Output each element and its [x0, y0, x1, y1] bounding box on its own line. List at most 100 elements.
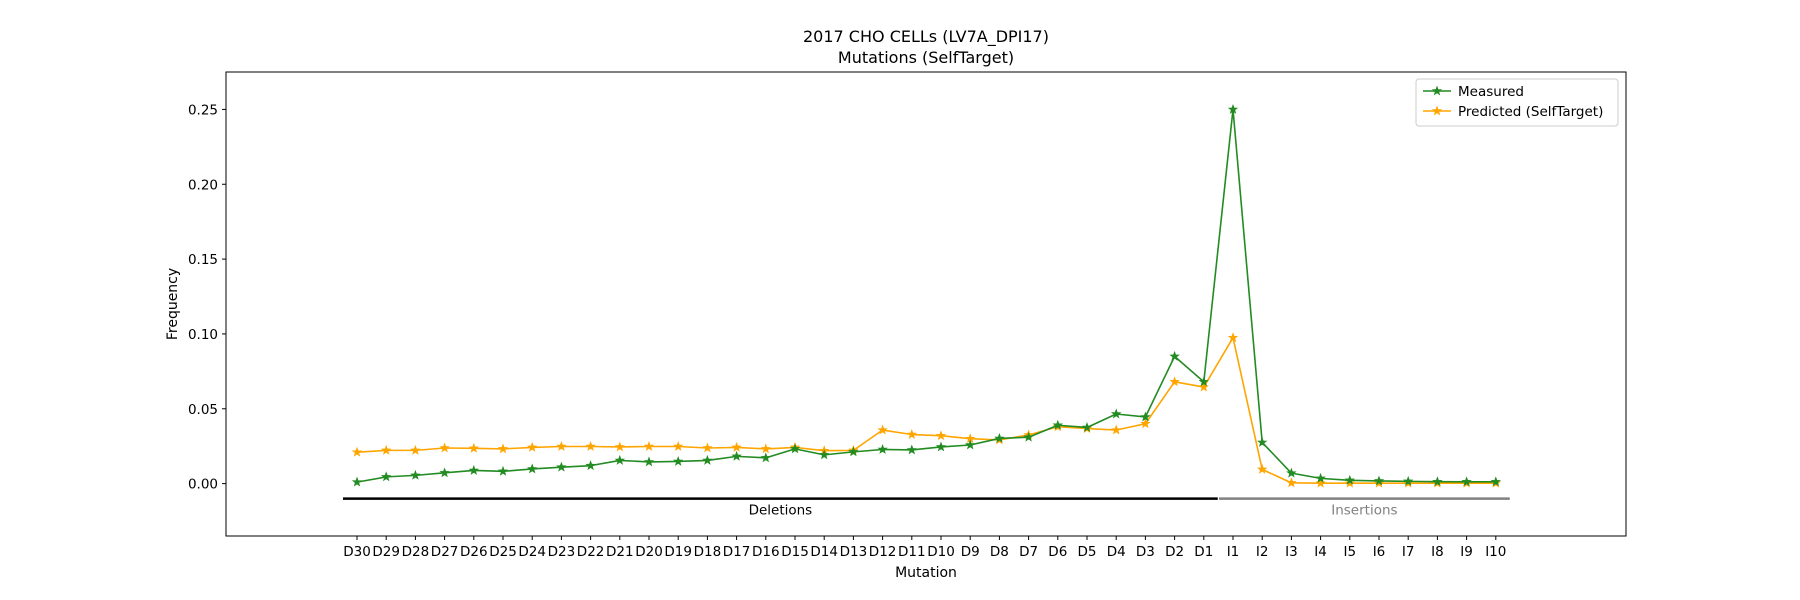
y-tick-label: 0.25 [188, 102, 218, 118]
mutation-groups: Deletions Insertions [343, 497, 1510, 519]
x-tick-label: D25 [489, 544, 517, 560]
data-point [1111, 424, 1122, 435]
x-tick-label: D7 [1019, 544, 1038, 560]
data-point [351, 446, 363, 457]
data-point [439, 467, 450, 478]
x-tick-label: D21 [606, 544, 634, 560]
x-tick-label: D2 [1165, 544, 1184, 560]
x-tick-label: D24 [518, 544, 546, 560]
data-point [1402, 475, 1414, 486]
x-tick-label: D5 [1078, 544, 1097, 560]
legend-marker [1431, 85, 1443, 96]
data-point [380, 444, 392, 455]
data-point [614, 441, 625, 452]
data-point [1081, 422, 1093, 432]
y-axis-label: Frequency [165, 268, 181, 340]
data-point [410, 444, 421, 455]
x-tick-label: D8 [990, 544, 1009, 560]
data-point [818, 449, 830, 460]
data-point [614, 454, 626, 465]
legend-marker [1431, 105, 1443, 116]
x-tick-label: D23 [548, 544, 576, 560]
data-point [643, 456, 655, 467]
x-tick-label: D27 [431, 544, 459, 560]
data-point [1110, 408, 1122, 419]
y-tick-label: 0.05 [188, 402, 218, 418]
data-point [1315, 472, 1326, 483]
data-point [877, 424, 888, 435]
data-point [1256, 463, 1268, 474]
data-point [497, 443, 509, 454]
data-point [1461, 476, 1472, 487]
data-point [410, 469, 421, 480]
legend-entry: Predicted (SelfTarget) [1423, 104, 1603, 120]
data-point [964, 439, 976, 450]
x-tick-label: I10 [1485, 544, 1506, 560]
data-point [1198, 376, 1210, 387]
x-tick-label: D30 [343, 544, 371, 560]
data-point [935, 441, 947, 452]
legend: Measured Predicted (SelfTarget) [1415, 78, 1619, 127]
data-point [1140, 411, 1151, 422]
data-point [1286, 467, 1297, 478]
data-point [526, 463, 538, 474]
data-point [1169, 376, 1180, 387]
x-axis-label: Mutation [895, 565, 957, 581]
x-tick-label: D20 [635, 544, 663, 560]
y-tick-label: 0.00 [188, 477, 218, 493]
data-point [1315, 477, 1326, 488]
data-point [994, 432, 1005, 443]
x-tick-label: D1 [1194, 544, 1213, 560]
data-point [1169, 350, 1180, 361]
x-tick-label: D29 [372, 544, 400, 560]
x-tick-label: D9 [961, 544, 980, 560]
data-point [1052, 419, 1063, 430]
x-tick-label: I6 [1373, 544, 1386, 560]
data-point [789, 443, 801, 454]
data-point [1344, 474, 1355, 485]
x-tick-label: I3 [1285, 544, 1298, 560]
x-tick-label: D28 [402, 544, 430, 560]
data-point [1432, 476, 1443, 487]
x-tick-label: D11 [898, 544, 926, 560]
y-tick-label: 0.10 [188, 327, 218, 343]
y-tick-label: 0.15 [188, 252, 218, 268]
group-label: Deletions [749, 503, 813, 519]
data-point [848, 446, 859, 457]
x-tick-label: D13 [840, 544, 868, 560]
data-point [1227, 332, 1239, 343]
series-layer [351, 103, 1502, 488]
data-point [1140, 418, 1151, 429]
plot-area [225, 71, 1627, 537]
data-point [935, 430, 947, 441]
data-point [731, 450, 742, 461]
data-point [672, 441, 684, 451]
x-tick-label: D26 [460, 544, 488, 560]
x-tick-label: D22 [577, 544, 605, 560]
data-point [468, 464, 479, 475]
x-tick-label: I9 [1460, 544, 1473, 560]
x-tick-label: I7 [1402, 544, 1415, 560]
x-tick-label: I2 [1256, 544, 1269, 560]
x-tick-label: D14 [810, 544, 838, 560]
group-label: Insertions [1331, 503, 1397, 519]
x-tick-label: D15 [781, 544, 809, 560]
series-line [356, 108, 1496, 483]
legend-label: Measured [1458, 84, 1524, 100]
data-point [1198, 381, 1209, 392]
data-point [497, 465, 509, 476]
data-point [468, 442, 479, 453]
data-point [906, 444, 918, 455]
data-point [1257, 436, 1268, 447]
series-0 [351, 103, 1502, 487]
chart-title: 2017 CHO CELLs (LV7A_DPI17) [803, 27, 1049, 47]
data-point [731, 441, 742, 452]
x-tick-label: I1 [1227, 544, 1240, 560]
x-tick-label: I8 [1431, 544, 1444, 560]
series-line [356, 336, 1496, 484]
data-point [643, 441, 655, 451]
data-point [380, 471, 392, 482]
data-point [585, 441, 596, 451]
data-point [760, 443, 772, 454]
